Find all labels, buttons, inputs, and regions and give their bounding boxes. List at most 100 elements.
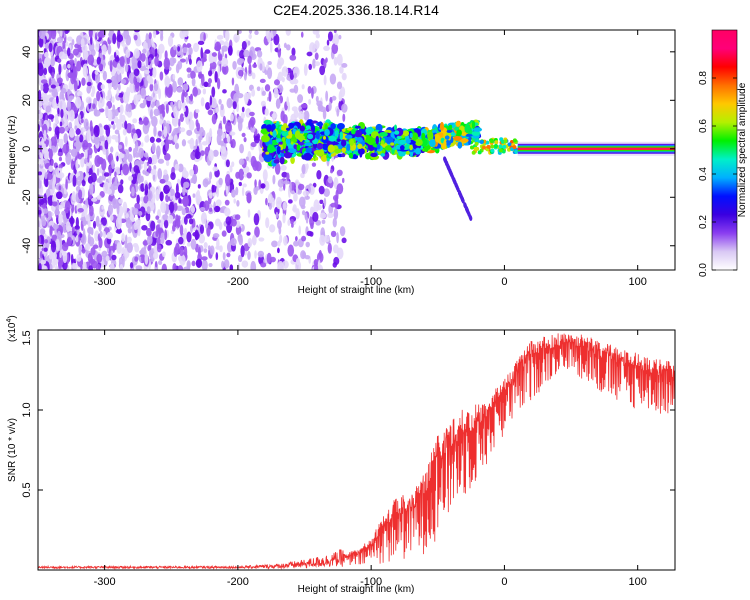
noise-speck <box>330 168 334 174</box>
noise-speck <box>176 86 183 93</box>
noise-speck <box>323 74 327 86</box>
noise-speck <box>40 79 48 84</box>
signal-blob <box>305 147 313 154</box>
noise-speck <box>68 217 75 225</box>
noise-speck <box>237 119 243 132</box>
noise-speck <box>207 109 214 116</box>
noise-speck <box>41 218 47 227</box>
noise-speck <box>75 134 80 146</box>
signal-blob <box>311 120 319 124</box>
noise-speck <box>214 218 221 227</box>
noise-speck <box>142 48 147 54</box>
noise-speck <box>331 95 337 101</box>
noise-speck <box>105 255 110 262</box>
noise-speck <box>38 171 42 176</box>
noise-speck <box>57 107 60 115</box>
noise-speck <box>96 167 100 176</box>
noise-speck <box>48 78 52 87</box>
noise-speck <box>143 161 148 172</box>
noise-speck <box>247 40 251 46</box>
noise-speck <box>282 114 288 125</box>
noise-speck <box>126 241 133 254</box>
signal-blob <box>263 153 273 163</box>
signal-blob <box>415 147 421 155</box>
signal-blob <box>477 150 482 155</box>
noise-speck <box>102 70 108 81</box>
noise-speck <box>69 59 75 65</box>
noise-speck <box>94 70 99 76</box>
noise-speck <box>209 61 217 70</box>
signal-blob <box>290 141 294 145</box>
noise-speck <box>215 245 222 250</box>
noise-speck <box>247 209 251 218</box>
noise-speck <box>39 228 46 235</box>
noise-speck <box>84 175 89 182</box>
noise-speck <box>136 194 140 204</box>
noise-speck <box>115 229 123 234</box>
noise-speck <box>325 57 328 63</box>
signal-streak <box>464 205 468 211</box>
noise-speck <box>57 151 63 157</box>
noise-speck <box>43 208 49 214</box>
signal-blob <box>296 144 301 151</box>
noise-speck <box>97 32 104 38</box>
noise-speck <box>202 88 207 95</box>
noise-speck <box>151 154 158 165</box>
noise-speck <box>203 248 208 253</box>
noise-speck <box>197 40 205 46</box>
noise-speck <box>134 81 140 93</box>
noise-speck <box>315 95 319 103</box>
noise-speck <box>221 57 229 67</box>
noise-speck <box>298 110 305 121</box>
noise-speck <box>249 111 255 117</box>
noise-speck <box>127 153 133 163</box>
noise-speck <box>280 165 287 171</box>
signal-blob <box>285 138 291 146</box>
noise-speck <box>148 77 154 85</box>
noise-speck <box>246 192 252 204</box>
noise-speck <box>342 177 345 184</box>
noise-speck <box>38 226 42 236</box>
colorbar-tick-label: 0.8 <box>698 71 709 85</box>
noise-speck <box>305 163 309 170</box>
noise-speck <box>108 176 112 182</box>
noise-speck <box>264 84 271 92</box>
noise-speck <box>117 144 123 149</box>
noise-speck <box>200 150 205 157</box>
noise-speck <box>60 138 64 149</box>
noise-speck <box>71 191 76 202</box>
noise-speck <box>66 99 71 112</box>
noise-speck <box>183 91 188 98</box>
signal-blob <box>380 140 385 145</box>
signal-blob <box>315 130 320 140</box>
noise-speck <box>86 165 90 173</box>
signal-blob <box>272 129 277 138</box>
snr-frame <box>37 329 676 571</box>
noise-speck <box>269 224 276 233</box>
noise-speck <box>327 31 333 42</box>
noise-speck <box>333 30 337 34</box>
signal-blob <box>455 121 461 127</box>
noise-speck <box>87 232 91 245</box>
signal-blob <box>317 121 323 127</box>
noise-speck <box>122 128 127 136</box>
noise-speck <box>75 142 80 153</box>
noise-speck <box>310 222 314 230</box>
noise-speck <box>174 242 180 255</box>
noise-speck <box>181 208 186 216</box>
noise-speck <box>38 234 42 246</box>
noise-speck <box>42 82 50 94</box>
noise-speck <box>282 201 287 211</box>
noise-speck <box>79 233 83 238</box>
noise-speck <box>83 118 89 130</box>
noise-speck <box>154 48 158 57</box>
noise-speck <box>168 201 175 214</box>
noise-speck <box>225 122 232 132</box>
noise-speck <box>189 169 195 177</box>
noise-speck <box>86 85 91 94</box>
noise-speck <box>42 53 45 62</box>
noise-speck <box>329 73 337 85</box>
noise-speck <box>239 49 245 60</box>
noise-speck <box>256 86 261 92</box>
noise-speck <box>193 145 196 151</box>
